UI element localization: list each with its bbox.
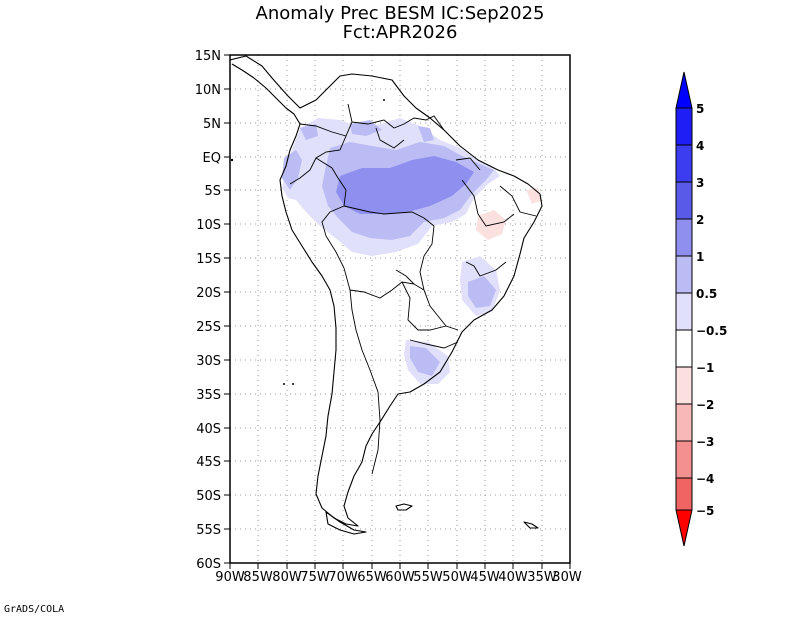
colorbar-segment: [676, 108, 692, 145]
anomaly-shading-2-3: [336, 156, 474, 214]
title-line-2: Fct:APR2026: [342, 22, 458, 43]
y-tick-label: 10S: [196, 218, 221, 233]
colorbar: 5 4 3 2 1 0.5 −0.5 −1 −2 −3 −4 −5: [675, 71, 727, 547]
colorbar-segment: [676, 145, 692, 182]
y-tick-label: 20S: [196, 286, 221, 301]
y-tick-label: 15N: [195, 49, 221, 64]
y-tick-label: 50S: [196, 489, 221, 504]
colorbar-label: 3: [696, 176, 704, 190]
colorbar-segment: [676, 219, 692, 256]
colorbar-label: −1: [696, 361, 714, 375]
colorbar-label: −2: [696, 398, 714, 412]
colorbar-label: 4: [696, 139, 704, 153]
colorbar-segment: [676, 404, 692, 441]
y-tick-label: 35S: [196, 388, 221, 403]
colorbar-segment: [676, 441, 692, 478]
x-tick-label: 45W: [470, 570, 500, 585]
x-tick-label: 75W: [300, 570, 330, 585]
islands: [230, 99, 385, 385]
y-tick-label: 45S: [196, 455, 221, 470]
x-tick-label: 40W: [498, 570, 528, 585]
colorbar-top-arrow: [676, 72, 692, 108]
title-line-1: Anomaly Prec BESM IC:Sep2025: [255, 3, 545, 24]
colorbar-label: −3: [696, 435, 714, 449]
x-tick-label: 65W: [357, 570, 387, 585]
x-tick-label: 90W: [215, 570, 245, 585]
x-tick-label: 85W: [243, 570, 273, 585]
y-tick-label: 40S: [196, 422, 221, 437]
y-tick-label: 5S: [204, 184, 221, 199]
x-tick-label: 70W: [328, 570, 358, 585]
credit-text: GrADS/COLA: [4, 604, 65, 615]
colorbar-label: −4: [696, 472, 714, 486]
y-tick-label: 15S: [196, 252, 221, 267]
x-tick-label: 35W: [527, 570, 557, 585]
y-tick-label: 10N: [195, 83, 221, 98]
x-tick-label: 60W: [385, 570, 415, 585]
colorbar-segment: [676, 478, 692, 510]
colorbar-segment: [676, 293, 692, 330]
x-tick-label: 50W: [442, 570, 472, 585]
coastline: [230, 55, 543, 535]
colorbar-segment: [676, 256, 692, 293]
colorbar-label: −5: [696, 504, 714, 518]
country-borders: [289, 103, 537, 475]
x-tick-label: 30W: [552, 570, 582, 585]
colorbar-bottom-arrow: [676, 510, 692, 546]
y-tick-label: EQ: [203, 151, 221, 166]
colorbar-label: 0.5: [696, 287, 717, 301]
y-tick-label: 5N: [203, 117, 221, 132]
colorbar-label: 2: [696, 213, 704, 227]
colorbar-segment: [676, 330, 692, 367]
y-axis: 15N 10N 5N EQ 5S 10S 15S 20S 25S 30S 35S…: [195, 49, 230, 572]
x-tick-label: 80W: [272, 570, 302, 585]
x-tick-label: 55W: [413, 570, 443, 585]
colorbar-label: −0.5: [696, 324, 727, 338]
y-tick-label: 60S: [196, 557, 221, 572]
y-tick-label: 55S: [196, 523, 221, 538]
x-axis: 90W 85W 80W 75W 70W 65W 60W 55W 50W 45W …: [215, 563, 582, 585]
colorbar-segment: [676, 182, 692, 219]
colorbar-label: 1: [696, 250, 704, 264]
colorbar-label: 5: [696, 102, 704, 116]
y-tick-label: 30S: [196, 354, 221, 369]
colorbar-segment: [676, 367, 692, 404]
y-tick-label: 25S: [196, 320, 221, 335]
